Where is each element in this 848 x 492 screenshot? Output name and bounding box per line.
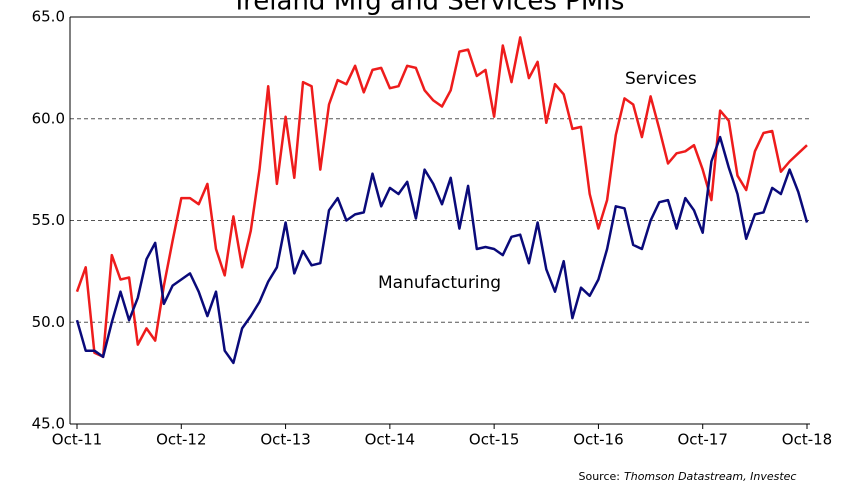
series-label: Services	[625, 69, 697, 89]
source-label: Source:	[579, 470, 621, 483]
series-label: Manufacturing	[378, 273, 501, 293]
source: Thomson Datastream, Investec	[624, 470, 796, 483]
x-tick-label: Oct-11	[52, 431, 102, 449]
x-tick-label: Oct-16	[573, 431, 623, 449]
series-line	[75, 36, 808, 359]
y-tick-label: 65.0	[32, 8, 65, 26]
x-tick-label: Oct-14	[365, 431, 415, 449]
x-tick-label: Oct-12	[156, 431, 206, 449]
x-tick-label: Oct-13	[260, 431, 310, 449]
y-tick-label: 50.0	[32, 313, 65, 331]
x-tick-label: Oct-17	[677, 431, 727, 449]
series-line	[75, 135, 809, 365]
y-tick-label: 55.0	[32, 211, 65, 229]
x-tick-label: Oct-15	[469, 431, 519, 449]
y-tick-label: 60.0	[32, 109, 65, 127]
chart-title: Ireland Mfg and Services PMIs	[236, 0, 625, 17]
y-tick-label: 45.0	[32, 415, 65, 433]
x-tick-label: Oct-18	[782, 431, 832, 449]
